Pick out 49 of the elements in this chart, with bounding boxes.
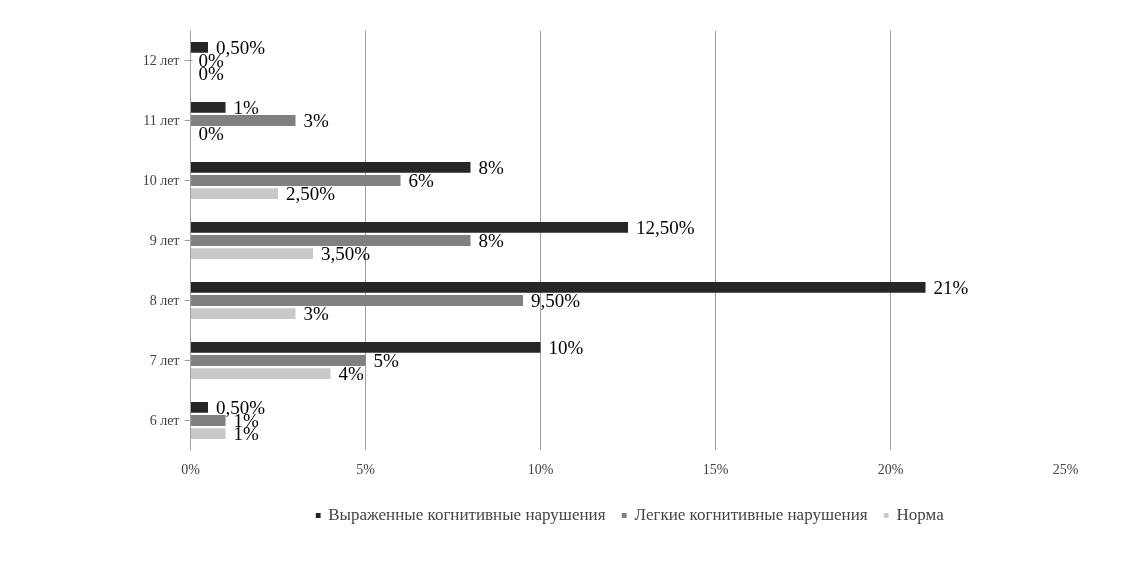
data-label: 21%: [933, 276, 969, 298]
bar: [190, 188, 278, 200]
bar: [190, 161, 471, 173]
x-tick-label: 5%: [356, 461, 376, 477]
bar: [190, 295, 523, 306]
bar: [190, 281, 926, 293]
bar: [190, 175, 401, 186]
y-tick-label: 9 лет: [149, 233, 180, 248]
bar: [190, 221, 628, 233]
bar: [190, 401, 208, 413]
bar: [190, 415, 226, 426]
legend-label: Легкие когнитивные нарушения: [634, 505, 868, 525]
y-tick-label: 6 лет: [149, 413, 180, 428]
x-tick-label: 20%: [877, 461, 904, 477]
x-tick-label: 25%: [1052, 461, 1079, 477]
x-tick-label: 15%: [702, 461, 729, 477]
data-label: 3%: [303, 303, 329, 325]
bar: [190, 341, 541, 353]
bar: [190, 235, 471, 246]
bar: [190, 368, 331, 380]
data-label: 4%: [338, 363, 364, 385]
y-tick-label: 8 лет: [149, 293, 180, 308]
y-tick-label: 7 лет: [149, 353, 180, 368]
data-label: 5%: [373, 350, 399, 371]
legend-label: Выраженные когнитивные нарушения: [328, 505, 606, 525]
bar: [190, 101, 226, 113]
data-label: 1%: [233, 96, 259, 118]
data-label: 12,50%: [636, 216, 695, 238]
bar: [190, 428, 226, 440]
legend-label: Норма: [896, 505, 944, 525]
x-tick-label: 0%: [181, 461, 201, 477]
y-tick-label: 12 лет: [142, 53, 180, 68]
y-tick-label: 11 лет: [143, 113, 180, 128]
bar: [190, 41, 208, 53]
bar: [190, 355, 366, 366]
bar: [190, 115, 296, 126]
data-label: 6%: [408, 170, 434, 191]
data-label: 8%: [478, 156, 504, 178]
data-label: 10%: [548, 336, 584, 358]
bar: [190, 308, 296, 320]
data-label: 0%: [198, 123, 224, 145]
y-tick-label: 10 лет: [142, 173, 180, 188]
x-tick-label: 10%: [527, 461, 554, 477]
data-label: 3%: [303, 110, 329, 131]
data-label: 2,50%: [286, 183, 336, 205]
data-label: 3,50%: [321, 243, 371, 265]
bar: [190, 248, 313, 260]
data-label: 9,50%: [531, 290, 581, 311]
data-label: 8%: [478, 230, 504, 251]
